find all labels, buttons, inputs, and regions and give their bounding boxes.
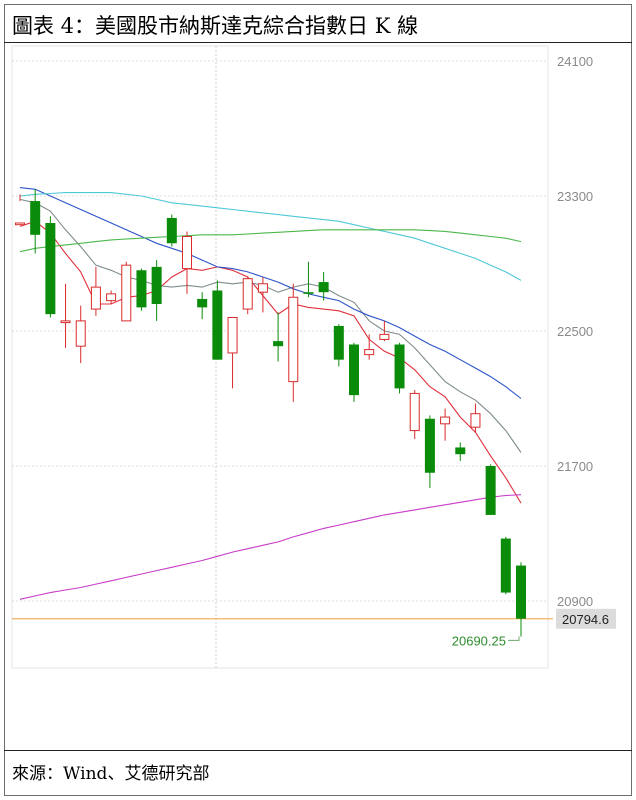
ma20-line xyxy=(19,187,522,399)
moving-average-lines xyxy=(19,187,522,600)
price-labels: 20794.6 20690.25 xyxy=(452,608,616,648)
ma60-line xyxy=(19,192,522,281)
candle-body-up xyxy=(90,286,101,310)
candle-body-up xyxy=(242,278,253,310)
last-price-label: 20794.6 xyxy=(562,612,609,627)
grid xyxy=(11,45,549,669)
candle-body-down xyxy=(333,325,344,360)
candle-body-up xyxy=(288,296,299,383)
y-tick-label: 23300 xyxy=(557,189,593,204)
candle-body-down xyxy=(273,341,284,347)
candle-body-down xyxy=(394,344,405,389)
y-tick-label: 24100 xyxy=(557,54,593,69)
candle-body-down xyxy=(30,201,41,235)
plot-area xyxy=(11,45,549,669)
candle-body-down xyxy=(45,223,56,315)
title-divider xyxy=(4,42,632,43)
candle-body-down xyxy=(136,270,147,308)
candle-body-up xyxy=(121,264,132,322)
low-pointer xyxy=(508,636,520,641)
candle-body-down xyxy=(500,538,511,593)
y-tick-label: 21700 xyxy=(557,459,593,474)
candle-body-down xyxy=(318,282,329,293)
candle-body-down xyxy=(516,565,526,619)
figure-frame xyxy=(4,4,632,796)
candle-body-up xyxy=(227,317,238,354)
source-divider xyxy=(4,750,632,751)
low-value-label: 20690.25 xyxy=(452,633,506,648)
candle-body-up xyxy=(440,416,451,425)
ma120-line xyxy=(19,229,522,253)
ma10-line xyxy=(19,198,522,453)
candle-body-up xyxy=(364,349,375,356)
candle-body-down xyxy=(485,466,496,515)
figure-title: 圖表 4：美國股市納斯達克綜合指數日 K 線 xyxy=(12,14,419,38)
candle-body-down xyxy=(424,418,435,473)
candle-body-up xyxy=(75,320,86,347)
candle-body-down xyxy=(197,298,208,308)
candle-body-down xyxy=(166,217,177,244)
candle-body-up xyxy=(409,392,420,432)
y-axis: 24100 23300 22500 21700 20900 xyxy=(557,54,593,609)
candle-body-down xyxy=(303,292,314,294)
candle-body-down xyxy=(212,290,223,360)
candles xyxy=(15,189,526,637)
candle-body-up xyxy=(379,333,390,340)
candle-body-up xyxy=(60,320,71,324)
candle-body-up xyxy=(15,222,25,226)
ma250-line xyxy=(19,494,522,600)
y-tick-label: 20900 xyxy=(557,594,593,609)
candle-body-down xyxy=(455,447,466,455)
y-tick-label: 22500 xyxy=(557,324,593,339)
candle-body-down xyxy=(349,344,359,396)
candle-body-up xyxy=(470,413,481,428)
candle-body-down xyxy=(151,266,162,304)
candle-body-up xyxy=(182,236,192,270)
candle-body-up xyxy=(106,293,117,302)
candle-body-up xyxy=(257,283,268,293)
source-note: 來源：Wind、艾德研究部 xyxy=(12,764,210,784)
ma5-line xyxy=(19,220,522,504)
last-price-badge xyxy=(556,608,616,629)
